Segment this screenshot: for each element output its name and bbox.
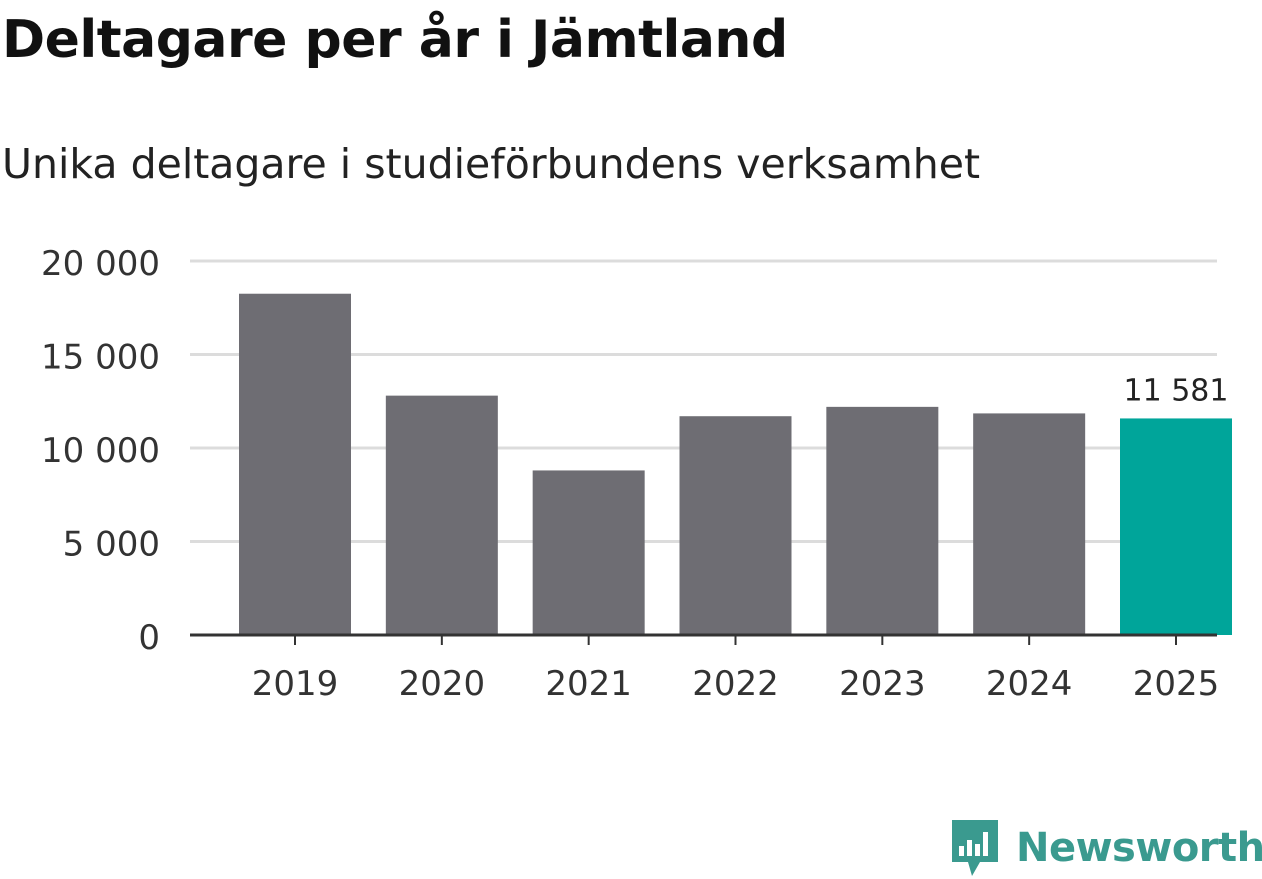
x-tick-label: 2019 <box>252 664 339 704</box>
y-tick-label: 10 000 <box>41 431 160 471</box>
x-tick-label: 2025 <box>1133 664 1220 704</box>
y-tick-label: 15 000 <box>41 338 160 378</box>
x-tick-label: 2022 <box>692 664 779 704</box>
bar-2023 <box>826 406 939 635</box>
bar-2019 <box>239 293 351 635</box>
x-tick-label: 2020 <box>399 664 486 704</box>
data-label: 11 581 <box>1124 373 1229 408</box>
y-tick-label: 5 000 <box>63 525 160 565</box>
x-tick-label: 2023 <box>839 664 926 704</box>
brand-logo: Newsworthy <box>950 818 1262 878</box>
bar-2024 <box>973 413 1086 635</box>
x-tick-label: 2024 <box>986 664 1073 704</box>
y-axis-tick-labels: 0 5 000 10 000 15 000 20 000 <box>41 244 160 658</box>
bar-2020 <box>385 395 498 635</box>
brand-name: Newsworthy <box>1016 825 1262 871</box>
y-tick-label: 20 000 <box>41 244 160 284</box>
chart-title: Deltagare per år i Jämtland <box>2 10 788 70</box>
newsworthy-logo-icon <box>952 820 998 876</box>
bar-2021 <box>532 470 645 635</box>
x-axis: 2019 2020 2021 2022 2023 2024 2025 <box>190 633 1220 704</box>
chart-subtitle: Unika deltagare i studieförbundens verks… <box>2 140 981 188</box>
y-tick-label: 0 <box>138 618 160 658</box>
bars <box>239 293 1232 635</box>
data-labels: 11 581 <box>1124 373 1229 408</box>
bar-2022 <box>679 416 792 635</box>
bar-chart: 0 5 000 10 000 15 000 20 000 11 581 2019 2020… <box>41 244 1232 704</box>
x-tick-label: 2021 <box>545 664 632 704</box>
bar-2025 <box>1120 418 1232 635</box>
